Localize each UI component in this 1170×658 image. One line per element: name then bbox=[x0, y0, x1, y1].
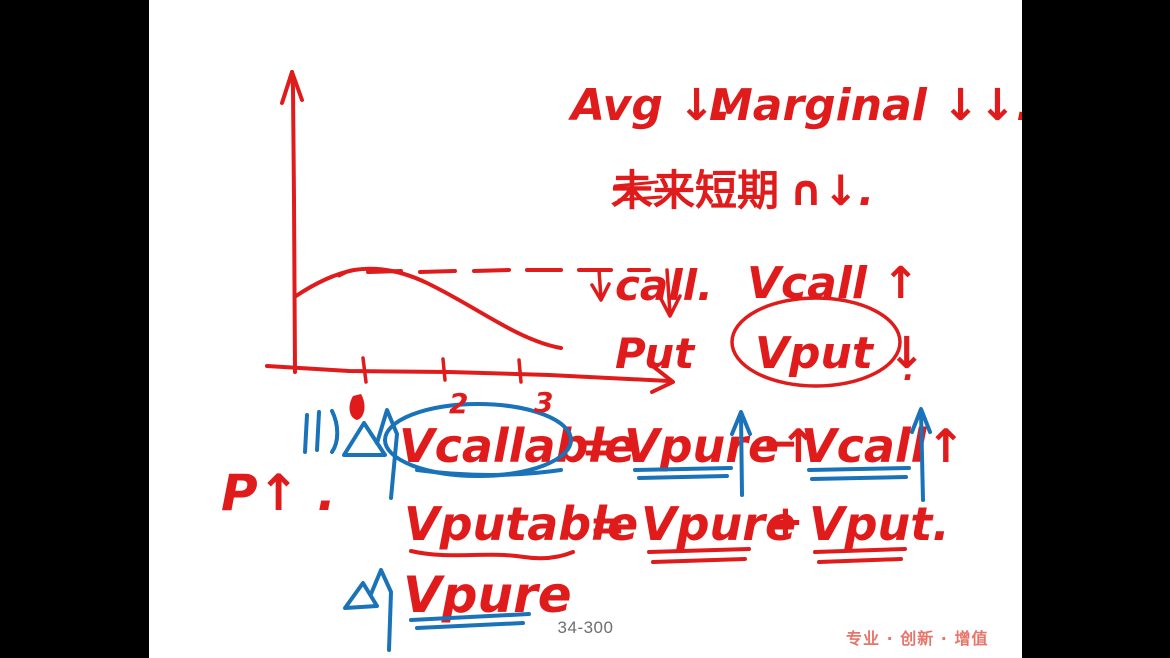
chart-xtick-1 bbox=[361, 356, 368, 384]
chart-x-axis bbox=[265, 364, 671, 383]
annotation-cjk-correction-stroke-1 bbox=[613, 180, 659, 188]
equation-callable-vpure-underline-2 bbox=[637, 474, 729, 480]
equation-putable-vpure-underline-2 bbox=[651, 557, 747, 564]
equation-callable-vcall-underline bbox=[807, 466, 911, 472]
annotation-cjk-correction-stroke-2 bbox=[617, 195, 663, 202]
equation-putable-operator: = bbox=[589, 500, 626, 551]
equation-callable-triangle-icon bbox=[342, 421, 387, 457]
whiteboard-canvas[interactable]: Avg ↓. Marginal ↓↓. 未来短期 ∩↓. call. Put V… bbox=[149, 0, 1022, 658]
equation-putable-lhs: Vputable bbox=[404, 497, 638, 551]
brand-slogan: 专业 · 创新 · 增值 bbox=[846, 629, 989, 648]
chart-annotation-arrow-2 bbox=[658, 268, 682, 318]
annotation-avg: Avg ↓. bbox=[568, 80, 732, 131]
chart-x-axis-arrowhead bbox=[650, 365, 675, 394]
annotation-call-label: call. bbox=[615, 261, 713, 310]
chart-series-ceiling-dashed bbox=[366, 268, 651, 274]
equation-step-number-2: 2 bbox=[449, 387, 468, 420]
equation-step-number-3: 3 bbox=[534, 386, 553, 419]
equation-callable-peak-icon bbox=[375, 408, 399, 500]
page-number: 34-300 bbox=[557, 618, 614, 637]
equation-callable-vpure-up-arrow bbox=[730, 410, 752, 497]
equation-callable-vcall-up-arrow bbox=[910, 407, 932, 502]
annotation-price-axis-label: P↑ . bbox=[221, 464, 336, 522]
chart-annotation-arrow-1 bbox=[590, 268, 611, 302]
annotation-vput-circle bbox=[730, 296, 902, 388]
letterbox-left bbox=[0, 0, 149, 658]
equation-callable-term-vpure: Vpure↑ bbox=[624, 419, 818, 473]
annotation-cjk-note: 未来短期 bbox=[611, 166, 779, 215]
handwriting-layer: Avg ↓. Marginal ↓↓. 未来短期 ∩↓. call. Put V… bbox=[221, 70, 1022, 652]
equation-callable-red-dot bbox=[349, 394, 365, 420]
annotation-put-label: Put bbox=[615, 329, 696, 378]
chart-xtick-2 bbox=[441, 357, 447, 382]
chart-curve-marker bbox=[337, 268, 353, 278]
annotation-vput-period: . bbox=[903, 353, 914, 388]
equation-putable-term-vpure: Vpure bbox=[641, 497, 796, 551]
equation-callable-operator-minus: − bbox=[762, 418, 799, 469]
chart-xtick-3 bbox=[517, 358, 523, 384]
equation-callable-vcall-underline-2 bbox=[810, 475, 908, 481]
equation-callable-operator: = bbox=[581, 422, 618, 473]
chart-y-axis-arrowhead bbox=[280, 70, 304, 105]
equation-callable-lhs-underline bbox=[415, 468, 563, 477]
annotation-cjk-arrows: ∩↓. bbox=[789, 166, 874, 215]
equation-putable-operator-plus: + bbox=[767, 496, 804, 547]
chart-series-price-curve bbox=[294, 266, 563, 350]
equation-putable-vput-underline-2 bbox=[817, 557, 903, 564]
equation-vpure-underline bbox=[409, 612, 531, 622]
annotation-marginal: Marginal ↓↓. bbox=[709, 80, 1022, 131]
equation-callable-marker bbox=[303, 409, 340, 454]
equation-vpure-underline-2 bbox=[415, 621, 525, 630]
equation-putable-vput-underline bbox=[813, 547, 907, 554]
equation-putable-term-vput: Vput. bbox=[809, 497, 950, 551]
equation-vpure-peak-icon bbox=[369, 568, 393, 652]
chart-axes bbox=[265, 70, 675, 394]
equation-callable-term-vcall: Vcall↑ bbox=[801, 419, 965, 473]
letterbox-right bbox=[1022, 0, 1170, 658]
chart-y-axis bbox=[290, 70, 297, 374]
annotation-vcall: Vcall ↑ bbox=[747, 258, 919, 309]
equation-callable-lhs: Vcallable bbox=[399, 419, 635, 473]
equation-putable-lhs-underline bbox=[409, 549, 575, 561]
equation-callable-vpure-underline bbox=[633, 466, 733, 472]
equation-putable-vpure-underline bbox=[647, 547, 751, 554]
